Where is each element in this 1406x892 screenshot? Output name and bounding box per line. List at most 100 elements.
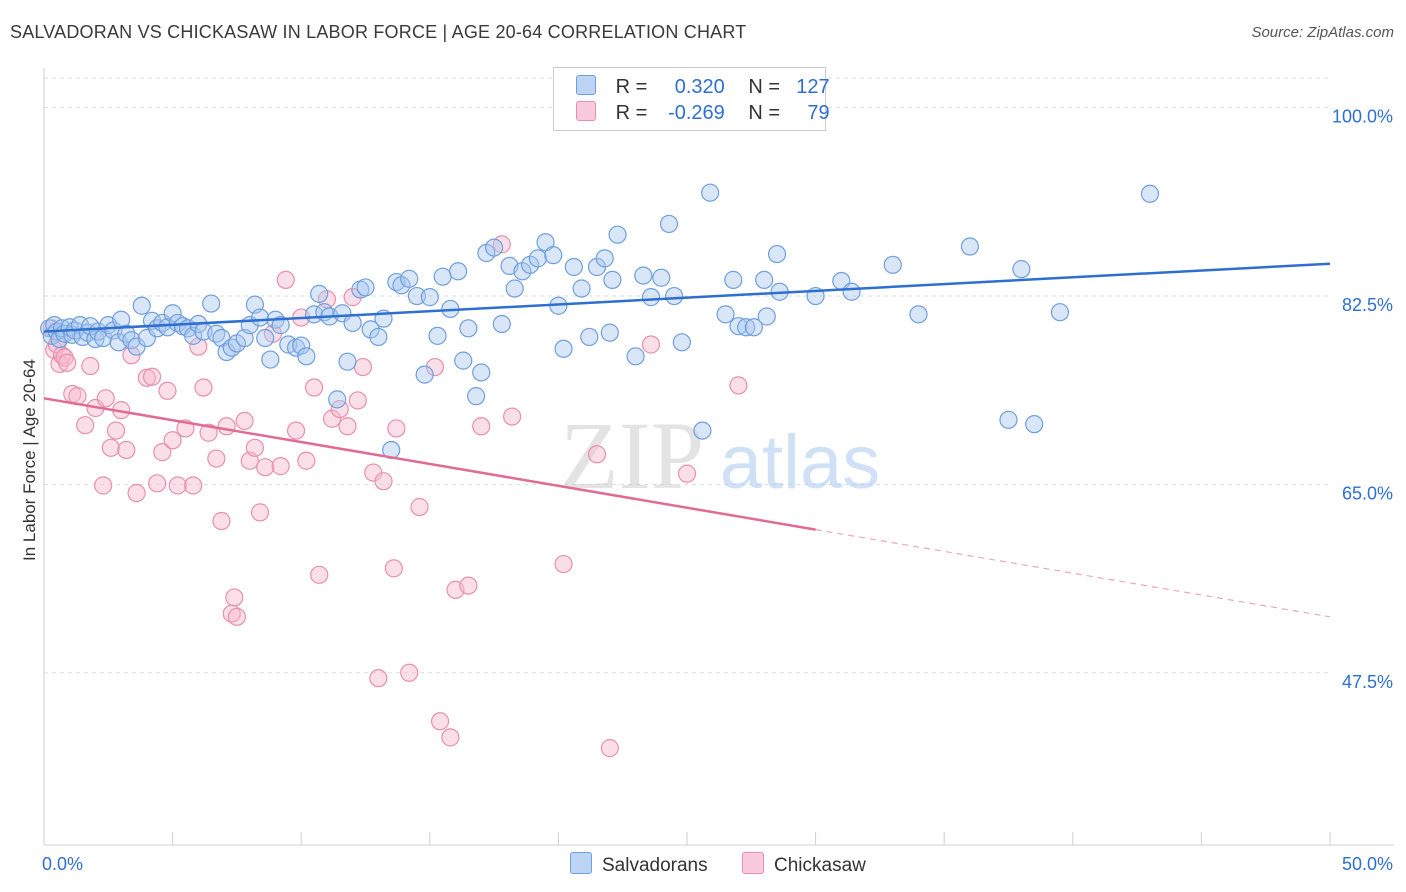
chickasaw-point xyxy=(101,438,120,457)
chickasaw-point xyxy=(322,409,342,428)
salvadoran-point xyxy=(672,333,691,352)
chickasaw-point xyxy=(106,421,126,440)
chickasaw-point xyxy=(677,464,697,483)
chickasaw-point xyxy=(256,458,275,477)
correlation-legend: R = 0.320 N = 127 R = -0.269 N = 79 xyxy=(553,67,830,131)
salvadoran-point xyxy=(608,225,627,244)
salvadoran-point xyxy=(755,270,774,289)
chickasaw-point xyxy=(212,511,231,531)
salvadoran-point xyxy=(369,327,388,347)
watermark-atlas: atlas xyxy=(720,420,881,505)
salvadoran-point xyxy=(544,246,563,265)
salvadoran-point xyxy=(184,326,203,345)
chickasaw-point xyxy=(400,663,419,682)
chickasaw-point xyxy=(425,357,445,377)
source-label: Source: ZipAtlas.com xyxy=(1251,24,1394,41)
x-tick-labels: 0.0% 50.0% xyxy=(42,854,1393,874)
chickasaw-point xyxy=(310,565,329,584)
chickasaw-point xyxy=(148,474,167,493)
salvadoran-point xyxy=(250,308,270,327)
chickasaw-trend-extension xyxy=(815,529,1331,618)
chart-title: SALVADORAN VS CHICKASAW IN LABOR FORCE |… xyxy=(10,22,747,42)
legend-swatch-chickasaw xyxy=(576,101,596,121)
chickasaw-point xyxy=(127,483,146,503)
y-tick-labels: 47.5% 65.0% 82.5% 100.0% xyxy=(1332,107,1393,692)
chickasaw-point xyxy=(441,728,460,747)
salvadoran-point xyxy=(361,320,380,339)
chickasaw-point xyxy=(554,554,573,574)
salvadoran-point xyxy=(603,270,622,289)
chickasaw-point xyxy=(472,417,491,436)
salvadoran-point xyxy=(600,323,619,342)
salvadoran-point xyxy=(724,270,743,289)
chickasaw-point xyxy=(94,476,113,495)
chickasaw-point xyxy=(117,440,136,460)
salvadoran-point xyxy=(737,318,756,337)
chickasaw-point xyxy=(271,457,290,476)
chickasaw-point xyxy=(304,378,324,397)
salvadoran-point xyxy=(701,183,720,202)
salvadoran-point xyxy=(744,318,763,337)
salvadoran-point xyxy=(292,336,311,355)
salvadoran-point xyxy=(960,237,980,256)
bottom-legend-swatch-chickasaw xyxy=(742,852,764,874)
legend-row-salvadorans: R = 0.320 N = 127 xyxy=(576,75,830,99)
salvadoran-point xyxy=(909,305,928,324)
chickasaw-point xyxy=(384,559,403,578)
chickasaw-point xyxy=(343,288,362,307)
chickasaw-point xyxy=(245,438,265,457)
salvadoran-point xyxy=(883,255,902,274)
chickasaw-point xyxy=(600,739,619,758)
chickasaw-point xyxy=(250,503,270,522)
chickasaw-point xyxy=(96,389,115,408)
chickasaw-point xyxy=(207,449,226,468)
chickasaw-point xyxy=(338,417,357,436)
salvadoran-point xyxy=(202,294,221,313)
salvadoran-point xyxy=(433,267,452,286)
chickasaw-point xyxy=(58,353,77,372)
salvadoran-point xyxy=(466,387,486,406)
bottom-legend-label-salvadorans: Salvadorans xyxy=(602,855,708,876)
salvadoran-point xyxy=(1140,184,1160,203)
salvadoran-point xyxy=(256,328,275,348)
legend-swatch-salvadorans xyxy=(576,75,596,95)
salvadoran-point xyxy=(328,390,347,409)
salvadoran-point xyxy=(400,269,419,288)
salvadoran-point xyxy=(716,305,735,324)
chickasaw-point xyxy=(374,472,393,491)
chickasaw-point xyxy=(199,423,218,442)
salvadoran-point xyxy=(472,363,491,382)
chickasaw-point xyxy=(503,407,522,426)
salvadoran-point xyxy=(1050,303,1070,322)
watermark: ZIP atlas xyxy=(560,402,880,509)
chickasaw-point xyxy=(459,576,478,595)
salvadoran-point xyxy=(652,268,671,287)
chickasaw-point xyxy=(142,367,162,386)
x-tick-label-min: 0.0% xyxy=(42,854,83,874)
salvadoran-point xyxy=(580,327,599,347)
legend-n-value: 127 xyxy=(796,76,830,98)
salvadoran-point xyxy=(492,314,511,334)
chickasaw-point xyxy=(168,476,187,495)
salvadoran-point xyxy=(310,284,329,303)
bottom-legend-salvadorans: Salvadorans xyxy=(570,852,708,877)
chickasaw-point xyxy=(163,431,182,450)
chickasaw-point xyxy=(194,378,213,397)
trend-lines xyxy=(43,262,1331,618)
salvadoran-point xyxy=(595,249,614,268)
chickasaw-point xyxy=(158,381,177,400)
salvadoran-point xyxy=(665,286,684,306)
salvadoran-point xyxy=(528,249,547,268)
salvadoran-point xyxy=(356,278,375,297)
salvadoran-point xyxy=(757,307,776,326)
legend-row-chickasaw: R = -0.269 N = 79 xyxy=(576,101,830,125)
watermark-zip: ZIP xyxy=(560,402,704,509)
chickasaw-point xyxy=(153,443,172,462)
chickasaw-point xyxy=(641,335,661,354)
salvadoran-point xyxy=(842,282,861,301)
salvadoran-point xyxy=(459,319,478,338)
chickasaw-point xyxy=(353,357,373,377)
salvadoran-point xyxy=(505,279,524,298)
salvadoran-point xyxy=(428,326,447,345)
